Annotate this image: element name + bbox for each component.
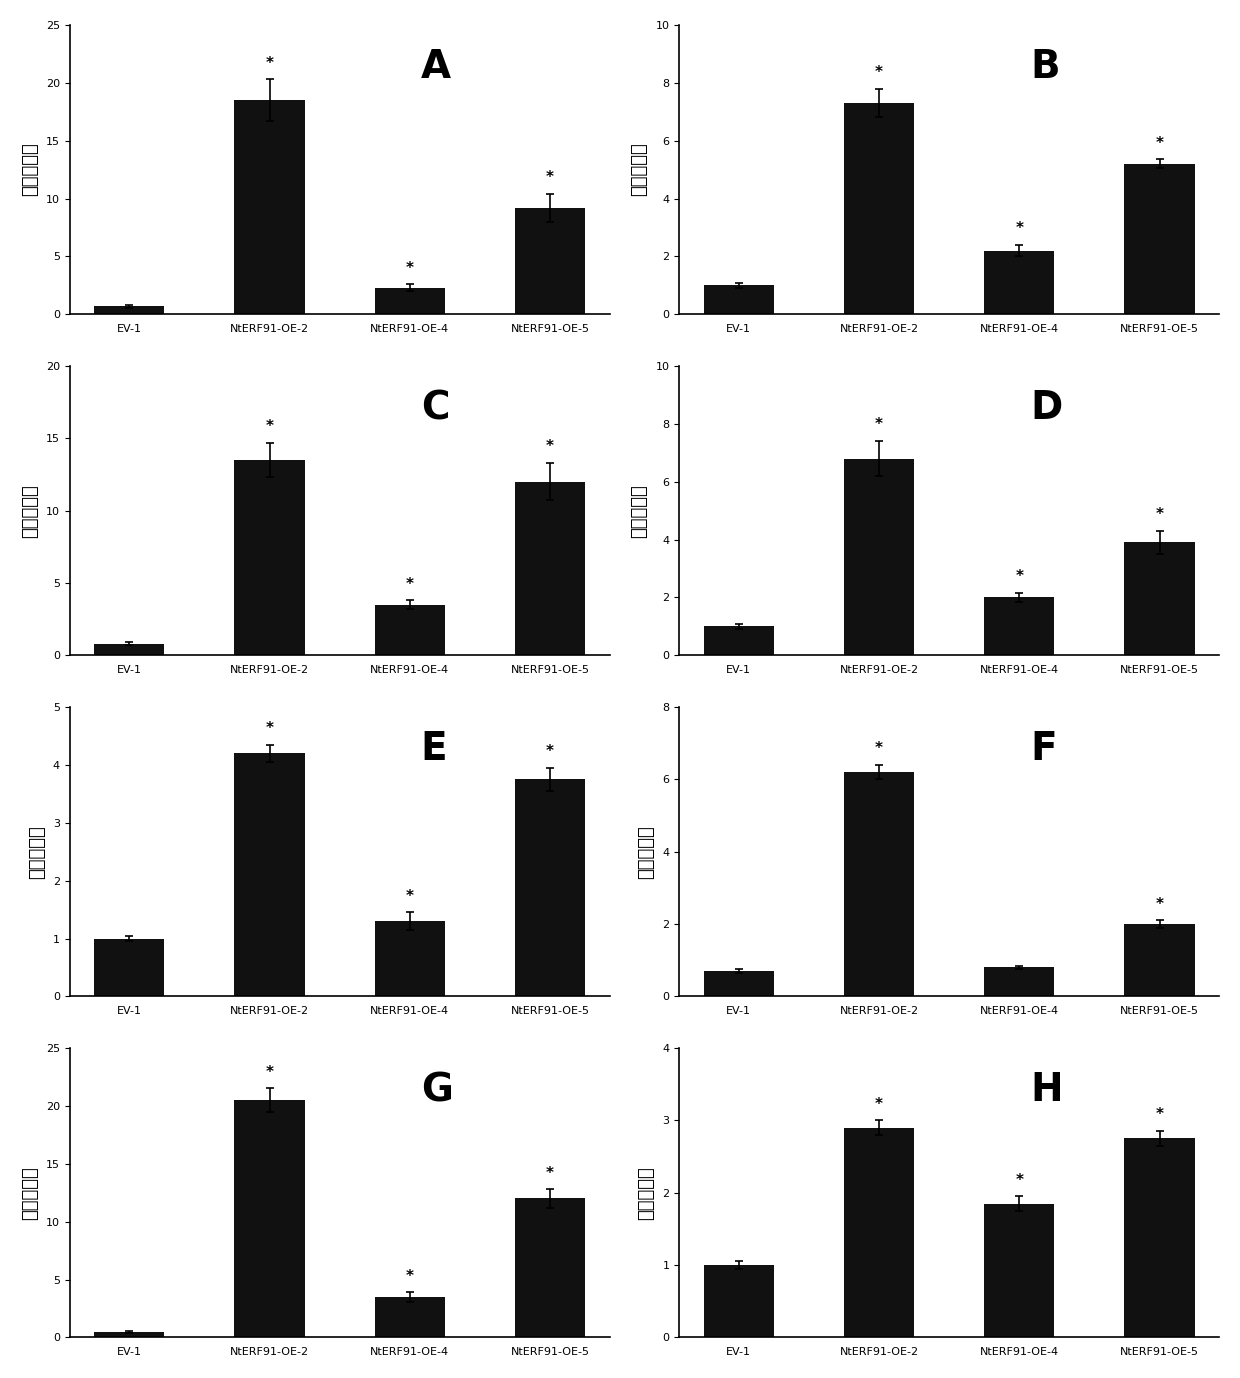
Y-axis label: 相对表达量: 相对表达量: [630, 143, 649, 197]
Bar: [703, 971, 774, 996]
Bar: [1125, 1138, 1194, 1338]
Text: *: *: [265, 721, 274, 736]
Text: *: *: [1156, 897, 1163, 912]
Text: E: E: [420, 730, 448, 768]
Bar: [844, 459, 914, 656]
Text: *: *: [265, 55, 274, 70]
Y-axis label: 相对表达量: 相对表达量: [21, 143, 38, 197]
Bar: [1125, 925, 1194, 996]
Bar: [234, 460, 305, 656]
Text: *: *: [405, 576, 414, 591]
Text: *: *: [875, 741, 883, 757]
Bar: [1125, 543, 1194, 656]
Text: F: F: [1030, 730, 1056, 768]
Y-axis label: 相对表达量: 相对表达量: [630, 484, 649, 537]
Bar: [94, 938, 165, 996]
Bar: [844, 772, 914, 996]
Y-axis label: 相对表达量: 相对表达量: [637, 825, 656, 879]
Text: C: C: [420, 389, 449, 427]
Text: *: *: [546, 744, 554, 759]
Bar: [515, 1199, 585, 1338]
Bar: [703, 627, 774, 656]
Bar: [94, 1331, 165, 1338]
Bar: [985, 1203, 1054, 1338]
Bar: [515, 482, 585, 656]
Bar: [374, 1297, 445, 1338]
Text: *: *: [405, 1269, 414, 1283]
Text: A: A: [420, 48, 451, 85]
Text: G: G: [420, 1071, 453, 1109]
Text: *: *: [1016, 569, 1023, 584]
Text: *: *: [546, 171, 554, 185]
Bar: [703, 1265, 774, 1338]
Bar: [985, 251, 1054, 314]
Text: *: *: [405, 889, 414, 904]
Text: *: *: [875, 1097, 883, 1112]
Bar: [1125, 164, 1194, 314]
Bar: [374, 605, 445, 656]
Bar: [234, 101, 305, 314]
Text: *: *: [875, 65, 883, 80]
Bar: [374, 921, 445, 996]
Text: *: *: [1156, 1108, 1163, 1123]
Text: *: *: [546, 1166, 554, 1181]
Bar: [515, 208, 585, 314]
Text: *: *: [1016, 1173, 1023, 1188]
Bar: [844, 103, 914, 314]
Bar: [234, 1100, 305, 1338]
Text: *: *: [875, 418, 883, 433]
Text: *: *: [546, 440, 554, 455]
Text: *: *: [1156, 136, 1163, 150]
Text: *: *: [405, 260, 414, 276]
Y-axis label: 相对表达量: 相对表达量: [21, 1166, 38, 1220]
Bar: [703, 285, 774, 314]
Bar: [94, 644, 165, 656]
Text: *: *: [1016, 222, 1023, 236]
Text: H: H: [1030, 1071, 1063, 1109]
Bar: [985, 967, 1054, 996]
Bar: [374, 288, 445, 314]
Bar: [515, 780, 585, 996]
Y-axis label: 相对表达量: 相对表达量: [637, 1166, 656, 1220]
Text: B: B: [1030, 48, 1060, 85]
Bar: [234, 754, 305, 996]
Bar: [844, 1127, 914, 1338]
Y-axis label: 相对表达量: 相对表达量: [27, 825, 46, 879]
Text: *: *: [265, 1065, 274, 1080]
Bar: [985, 598, 1054, 656]
Y-axis label: 相对表达量: 相对表达量: [21, 484, 38, 537]
Bar: [94, 306, 165, 314]
Text: *: *: [1156, 507, 1163, 522]
Text: *: *: [265, 419, 274, 434]
Text: D: D: [1030, 389, 1063, 427]
